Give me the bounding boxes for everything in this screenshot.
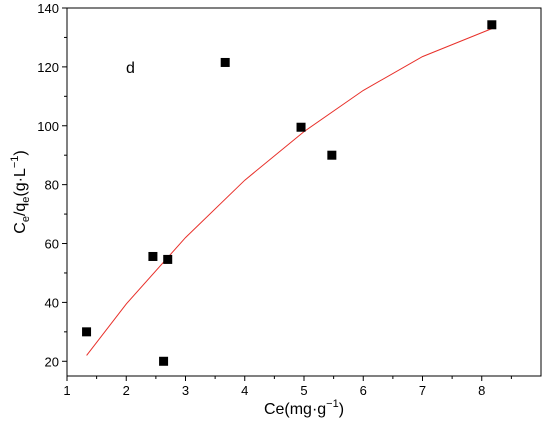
data-point [327,150,337,160]
fit-curve [86,28,492,356]
data-point [159,356,169,366]
x-tick-label: 2 [123,383,130,398]
x-axis-title: Ce(mg·g−1) [264,398,344,418]
y-tick-label: 80 [45,178,59,193]
x-tick-label: 4 [241,383,248,398]
plot-frame [66,7,542,377]
data-point [296,122,306,132]
y-tick-label: 140 [37,1,59,16]
y-tick-label: 60 [45,237,59,252]
y-axis-title: Ce/qe(g·L−1) [9,150,32,233]
data-point [163,254,173,264]
x-tick-label: 3 [182,383,189,398]
y-tick-label: 100 [37,119,59,134]
panel-label: d [126,60,135,77]
axis-ticks: 1 2 3 4 5 6 7 8 20 40 60 80 100 120 140 [37,1,512,398]
y-tick-label: 20 [45,354,59,369]
data-points [82,20,497,366]
x-tick-label: 6 [360,383,367,398]
x-tick-label: 8 [478,383,485,398]
data-point [82,327,92,337]
x-tick-label: 1 [63,383,70,398]
data-point [148,251,158,261]
y-tick-label: 120 [37,60,59,75]
data-point [220,57,230,67]
x-tick-label: 7 [419,383,426,398]
x-tick-label: 5 [300,383,307,398]
data-point [487,20,497,30]
y-tick-label: 40 [45,295,59,310]
